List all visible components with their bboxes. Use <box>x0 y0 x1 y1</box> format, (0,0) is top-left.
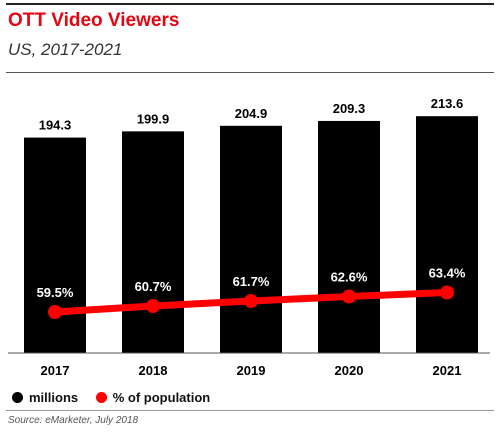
x-tick-label-2018: 2018 <box>139 363 168 378</box>
population-point-2021 <box>440 285 454 300</box>
population-label-2017: 59.5% <box>37 285 74 300</box>
legend-swatch-red-dot <box>95 391 107 403</box>
bar-value-label-2018: 199.9 <box>137 111 170 126</box>
chart-subtitle: US, 2017-2021 <box>8 40 123 59</box>
legend-item-millions: millions <box>12 389 78 405</box>
legend: millions % of population <box>12 388 224 405</box>
x-tick-label-2017: 2017 <box>41 363 70 378</box>
top-rule <box>6 3 494 5</box>
bar-2018 <box>122 131 184 353</box>
bar-2020 <box>318 120 380 353</box>
bar-2019 <box>220 125 282 353</box>
footer-rule <box>6 410 494 411</box>
x-tick-label-2019: 2019 <box>237 363 266 378</box>
bar-value-label-2017: 194.3 <box>39 118 72 133</box>
bar-2021 <box>416 116 478 353</box>
x-tick-label-2020: 2020 <box>335 363 364 378</box>
population-label-2019: 61.7% <box>233 274 270 289</box>
population-label-2018: 60.7% <box>135 279 172 294</box>
population-point-2019 <box>244 294 258 308</box>
legend-label-percent-population: % of population <box>112 389 211 405</box>
legend-label-millions: millions <box>29 389 79 405</box>
legend-item-percent-population: % of population <box>95 389 211 405</box>
population-label-2021: 63.4% <box>429 266 466 281</box>
population-point-2018 <box>146 299 160 313</box>
population-point-2020 <box>342 289 356 304</box>
x-tick-label-2021: 2021 <box>433 363 462 378</box>
bar-2017 <box>24 137 86 353</box>
bar-value-label-2019: 204.9 <box>235 106 268 121</box>
bar-value-label-2021: 213.6 <box>431 96 464 111</box>
bar-value-label-2020: 209.3 <box>333 101 366 116</box>
population-point-2017 <box>48 305 62 319</box>
legend-swatch-black-dot <box>12 391 23 403</box>
source-note: Source: eMarketer, July 2018 <box>8 415 139 426</box>
population-label-2020: 62.6% <box>331 270 368 285</box>
header-rule <box>6 72 494 73</box>
chart-title: OTT Video Viewers <box>8 10 180 31</box>
